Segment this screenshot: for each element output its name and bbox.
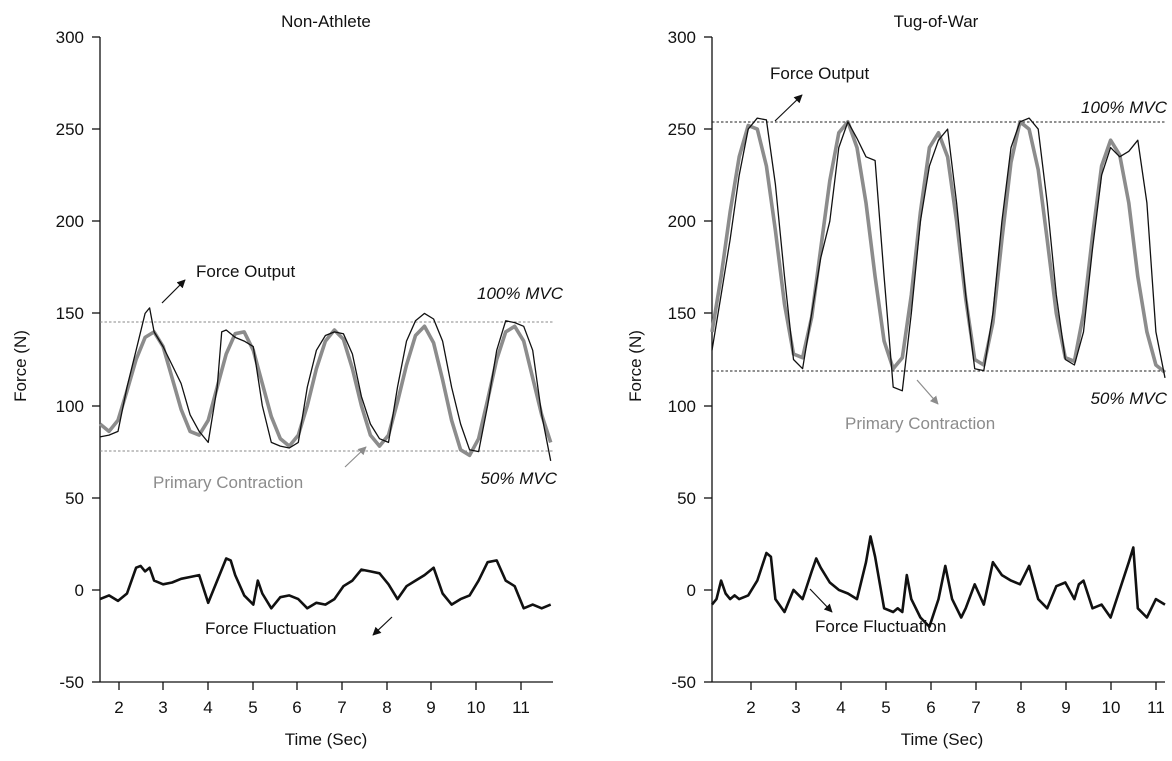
force-fluctuation-line	[99, 557, 552, 610]
x-ticks: 2 3 4 5 6 7 8 9 10 11	[114, 682, 530, 717]
y-tick-label: 100	[668, 397, 696, 416]
y-axis-title: Force (N)	[626, 330, 645, 402]
x-tick-label: 9	[1061, 698, 1070, 717]
y-tick-label: 150	[56, 304, 84, 323]
force-fluctuation-arrow	[809, 588, 833, 613]
primary-contraction-arrow	[344, 446, 367, 468]
y-tick-label: 0	[687, 581, 696, 600]
x-tick-label: 2	[746, 698, 755, 717]
panel-tug-of-war: Tug-of-War Force (N) Time (Sec) -50 0 50…	[626, 12, 1168, 749]
x-tick-label: 3	[791, 698, 800, 717]
y-tick-label: 50	[65, 489, 84, 508]
x-tick-label: 4	[836, 698, 845, 717]
y-tick-label: 50	[677, 489, 696, 508]
force-output-arrow	[774, 94, 803, 122]
y-tick-label: 0	[75, 581, 84, 600]
y-tick-label: -50	[59, 673, 84, 692]
mvc-50-label: 50% MVC	[1090, 389, 1167, 408]
x-tick-label: 6	[926, 698, 935, 717]
y-tick-label: -50	[671, 673, 696, 692]
force-output-label: Force Output	[196, 262, 295, 281]
y-tick-label: 300	[56, 28, 84, 47]
y-tick-label: 150	[668, 304, 696, 323]
x-tick-label: 6	[292, 698, 301, 717]
primary-contraction-arrow	[916, 379, 939, 405]
force-output-line	[711, 117, 1166, 392]
y-tick-label: 300	[668, 28, 696, 47]
x-tick-label: 7	[337, 698, 346, 717]
x-tick-label: 8	[1016, 698, 1025, 717]
x-tick-label: 5	[248, 698, 257, 717]
x-tick-label: 10	[1102, 698, 1121, 717]
x-tick-label: 8	[382, 698, 391, 717]
x-tick-label: 4	[203, 698, 212, 717]
force-output-arrow	[161, 279, 186, 304]
x-tick-label: 3	[158, 698, 167, 717]
force-fluctuation-label: Force Fluctuation	[815, 617, 946, 636]
y-ticks: -50 0 50 100 150 200 250 300	[668, 28, 712, 692]
force-output-line	[99, 307, 552, 462]
x-ticks: 2 3 4 5 6 7 8 9 10 11	[746, 682, 1165, 717]
force-fluctuation-arrow	[372, 616, 393, 636]
panel-non-athlete: Non-Athlete Force (N) Time (Sec) -50 0 5…	[11, 12, 564, 749]
y-ticks: -50 0 50 100 150 200 250 300	[56, 28, 100, 692]
mvc-100-label: 100% MVC	[1081, 98, 1168, 117]
y-tick-label: 250	[56, 120, 84, 139]
primary-contraction-label: Primary Contraction	[845, 414, 995, 433]
y-axis-title: Force (N)	[11, 330, 30, 402]
panel-title: Tug-of-War	[894, 12, 979, 31]
x-tick-label: 5	[881, 698, 890, 717]
force-fluctuation-line	[710, 535, 1166, 628]
mvc-100-label: 100% MVC	[477, 284, 564, 303]
primary-contraction-line	[710, 120, 1167, 374]
primary-contraction-line	[98, 324, 553, 458]
panel-title: Non-Athlete	[281, 12, 371, 31]
x-tick-label: 10	[467, 698, 486, 717]
force-fluctuation-label: Force Fluctuation	[205, 619, 336, 638]
x-tick-label: 9	[426, 698, 435, 717]
y-tick-label: 200	[668, 212, 696, 231]
x-tick-label: 11	[1147, 698, 1165, 717]
x-tick-label: 7	[971, 698, 980, 717]
y-tick-label: 100	[56, 397, 84, 416]
y-tick-label: 200	[56, 212, 84, 231]
mvc-50-label: 50% MVC	[480, 469, 557, 488]
x-axis-title: Time (Sec)	[901, 730, 984, 749]
x-tick-label: 11	[512, 698, 530, 717]
x-axis-title: Time (Sec)	[285, 730, 368, 749]
primary-contraction-label: Primary Contraction	[153, 473, 303, 492]
x-tick-label: 2	[114, 698, 123, 717]
force-output-label: Force Output	[770, 64, 869, 83]
y-tick-label: 250	[668, 120, 696, 139]
